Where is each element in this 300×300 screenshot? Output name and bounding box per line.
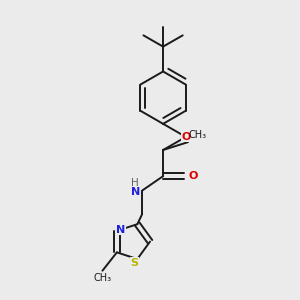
Text: N: N (116, 224, 125, 235)
Text: S: S (130, 258, 138, 268)
Text: CH₃: CH₃ (189, 130, 207, 140)
Text: H: H (131, 178, 139, 188)
Text: N: N (131, 187, 140, 197)
Text: O: O (181, 132, 190, 142)
Text: CH₃: CH₃ (93, 273, 112, 283)
Text: O: O (189, 171, 198, 181)
